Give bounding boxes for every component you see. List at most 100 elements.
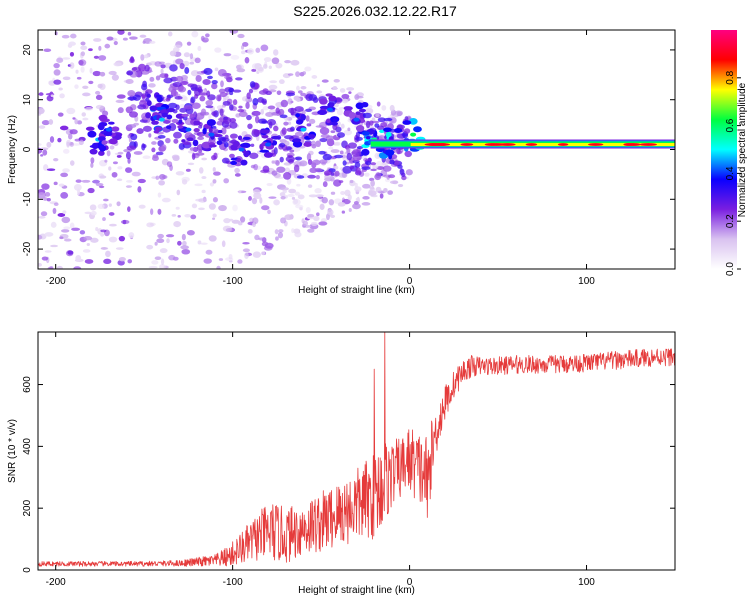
- speckle-dense: [306, 153, 312, 161]
- cluster-blob: [98, 150, 105, 156]
- speckle: [151, 141, 157, 145]
- x-tick-label: 100: [578, 276, 595, 287]
- speckle-dense: [347, 142, 357, 149]
- speckle: [84, 259, 94, 264]
- speckle-dense: [249, 152, 259, 159]
- speckle: [223, 218, 231, 224]
- speckle: [117, 107, 124, 114]
- speckle: [332, 85, 338, 90]
- speckle-dense: [199, 95, 206, 102]
- speckle: [185, 168, 191, 172]
- speckle-dense: [311, 159, 321, 166]
- speckle-dense: [388, 174, 396, 179]
- speckle-dense: [218, 88, 226, 94]
- cluster-blob: [166, 125, 172, 130]
- speckle-dense: [229, 91, 234, 96]
- speckle: [218, 205, 227, 212]
- speckle: [261, 205, 270, 211]
- speckle: [316, 84, 320, 87]
- speckle: [297, 90, 303, 94]
- speckle: [296, 85, 300, 91]
- speckle-dense: [190, 84, 198, 90]
- speckle-dense: [355, 167, 361, 174]
- speckle: [260, 108, 265, 115]
- speckle-dense: [195, 75, 202, 82]
- cluster-blob: [98, 114, 108, 121]
- cluster-core: [158, 117, 165, 122]
- speckle: [286, 178, 292, 185]
- speckle: [177, 215, 181, 218]
- speckle: [353, 201, 359, 205]
- y-tick-label: 20: [22, 44, 33, 56]
- speckle-dense: [290, 126, 295, 132]
- speckle: [330, 191, 336, 195]
- speckle: [186, 41, 192, 46]
- ridge-peak: [460, 143, 474, 146]
- speckle: [112, 161, 118, 165]
- speckle: [42, 197, 48, 201]
- speckle-dense: [163, 77, 173, 84]
- speckle: [95, 90, 101, 95]
- x-axis-label: Height of straight line (km): [298, 585, 415, 596]
- cluster-blob: [208, 127, 213, 133]
- speckle: [372, 165, 379, 169]
- speckle: [117, 30, 125, 35]
- speckle-dense: [211, 83, 218, 90]
- speckle: [49, 266, 54, 269]
- y-tick-label: 400: [22, 438, 33, 455]
- speckle-dense: [155, 151, 164, 156]
- speckle: [98, 55, 107, 61]
- speckle-dense: [217, 69, 227, 77]
- speckle-dense: [294, 106, 304, 112]
- cluster-blob: [259, 149, 270, 153]
- ridge-peak: [557, 143, 569, 146]
- cluster-blob: [296, 119, 304, 124]
- speckle: [79, 230, 86, 235]
- speckle: [139, 34, 147, 38]
- speckle-dense: [238, 111, 248, 118]
- cluster-blob: [186, 137, 194, 142]
- cluster-blob: [413, 126, 422, 133]
- speckle-dense: [165, 97, 171, 102]
- speckle-dense: [222, 117, 232, 125]
- speckle: [100, 232, 105, 237]
- speckle-dense: [125, 151, 131, 160]
- speckle: [75, 179, 82, 183]
- speckle: [38, 143, 42, 146]
- speckle-dense: [271, 170, 278, 176]
- y-axis-label: Frequency (Hz): [7, 115, 18, 184]
- speckle: [125, 167, 133, 173]
- speckle: [78, 139, 84, 146]
- speckle-dense: [284, 135, 294, 140]
- speckle-dense: [370, 162, 377, 166]
- speckle: [82, 249, 91, 253]
- speckle: [105, 250, 111, 258]
- speckle-dense: [205, 100, 214, 106]
- cluster-core: [353, 117, 360, 122]
- speckle: [106, 36, 114, 41]
- speckle-dense: [267, 105, 276, 110]
- speckle-dense: [207, 75, 213, 80]
- speckle-dense: [403, 128, 411, 134]
- speckle-dense: [334, 170, 340, 177]
- speckle: [136, 128, 144, 134]
- cluster-blob: [270, 135, 281, 140]
- speckle: [247, 48, 254, 55]
- speckle-dense: [404, 150, 412, 158]
- speckle: [63, 148, 70, 154]
- speckle: [287, 98, 293, 105]
- speckle: [287, 193, 295, 198]
- speckle: [97, 83, 103, 89]
- speckle: [108, 166, 112, 171]
- speckle: [315, 194, 324, 198]
- speckle: [99, 175, 107, 179]
- speckle: [273, 199, 280, 206]
- speckle: [369, 186, 375, 190]
- speckle-dense: [211, 111, 218, 116]
- speckle: [339, 88, 346, 93]
- speckle: [201, 157, 208, 161]
- speckle-dense: [167, 102, 178, 109]
- speckle: [290, 59, 300, 66]
- speckle: [280, 217, 287, 224]
- speckle: [208, 113, 212, 120]
